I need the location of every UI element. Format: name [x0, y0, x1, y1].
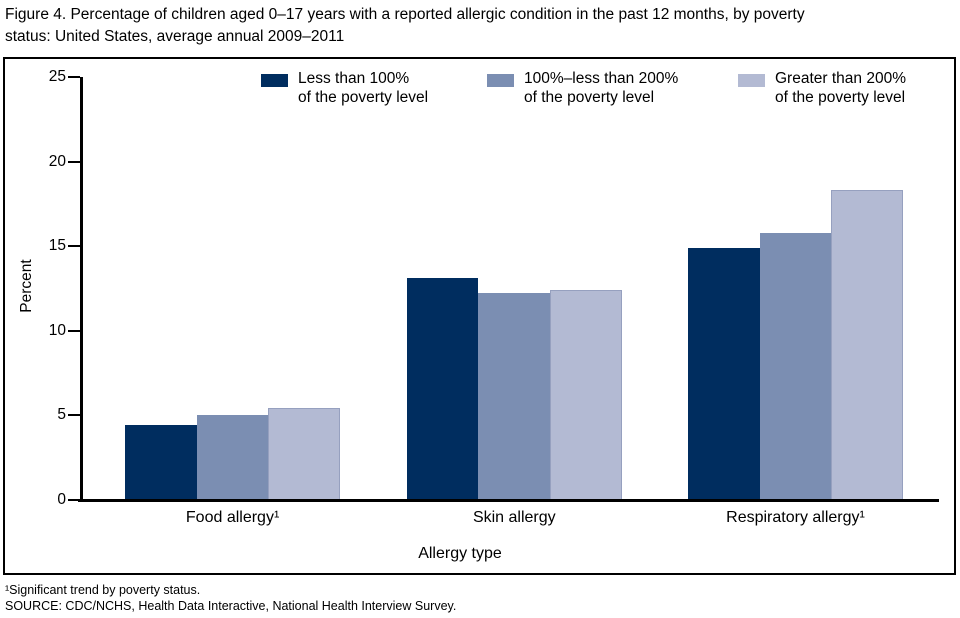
figure-title: Figure 4. Percentage of children aged 0–… [5, 4, 955, 47]
footnote-significance: ¹Significant trend by poverty status. [5, 583, 201, 597]
footnotes: ¹Significant trend by poverty status. SO… [5, 583, 955, 614]
figure-title-line2: status: United States, average annual 20… [5, 27, 345, 45]
footnote-source: SOURCE: CDC/NCHS, Health Data Interactiv… [5, 598, 457, 613]
figure-title-line1: Figure 4. Percentage of children aged 0–… [5, 6, 805, 23]
chart-frame [3, 57, 956, 575]
x-axis-title: Allergy type [418, 545, 502, 562]
